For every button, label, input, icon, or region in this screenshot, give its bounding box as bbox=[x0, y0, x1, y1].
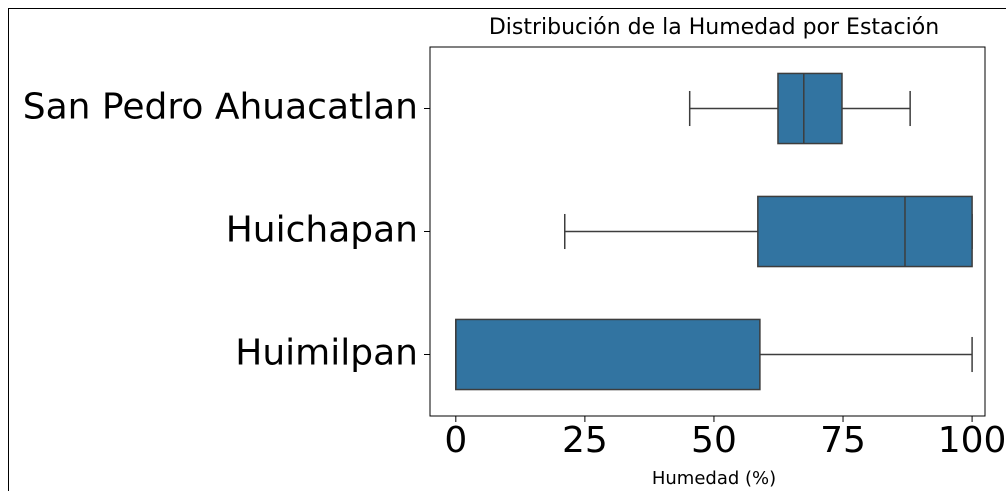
x-tick-label: 50 bbox=[691, 420, 737, 461]
chart-title: Distribución de la Humedad por Estación bbox=[489, 15, 939, 40]
screenshot-border bbox=[8, 8, 1006, 491]
x-tick-label: 100 bbox=[938, 420, 1006, 461]
x-tick-label: 75 bbox=[820, 420, 866, 461]
x-tick-label: 25 bbox=[562, 420, 608, 461]
y-tick-label: Huimilpan bbox=[235, 333, 418, 374]
box bbox=[777, 72, 843, 145]
x-tick-label: 0 bbox=[444, 420, 467, 461]
x-axis-label: Humedad (%) bbox=[652, 468, 776, 489]
y-tick-label: Huichapan bbox=[226, 210, 418, 251]
plot-frame bbox=[429, 46, 986, 417]
y-tick-label: San Pedro Ahuacatlan bbox=[23, 87, 418, 128]
box bbox=[455, 318, 761, 391]
box bbox=[757, 195, 973, 268]
